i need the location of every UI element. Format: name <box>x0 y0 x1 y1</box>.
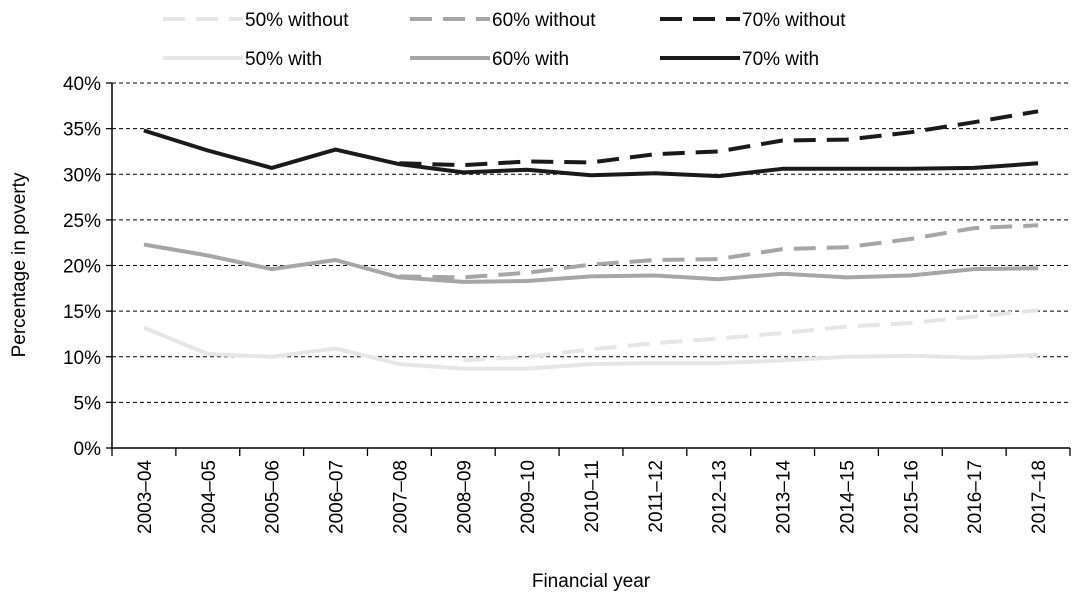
y-tick-label: 30% <box>63 165 101 186</box>
x-tick-label: 2011–12 <box>646 460 667 533</box>
y-tick-label: 0% <box>74 439 102 460</box>
y-axis-title: Percentage in poverty <box>9 172 30 357</box>
legend-label: 60% with <box>492 49 569 70</box>
x-tick-label: 2017–18 <box>1029 460 1050 534</box>
x-tick-label: 2004–05 <box>199 460 220 534</box>
x-tick-label: 2016–17 <box>965 460 986 534</box>
x-axis-title: Financial year <box>532 571 651 592</box>
series-line-60-without <box>399 223 1039 280</box>
x-tick-label: 2003–04 <box>135 460 156 534</box>
series-lines <box>143 109 1039 371</box>
x-tick-label: 2012–13 <box>710 460 731 534</box>
y-tick-label: 35% <box>63 120 101 141</box>
y-tick-label: 20% <box>63 257 101 278</box>
y-tick-label: 10% <box>63 348 101 369</box>
x-tick-labels: 2003–04 2004–05 2005–06 2006–07 2007–08 2008–… <box>135 460 1050 534</box>
legend-label: 70% with <box>742 49 819 70</box>
x-tick-label: 2014–15 <box>837 460 858 534</box>
y-tick-label: 5% <box>74 393 102 414</box>
series-line-50-with <box>143 325 1039 371</box>
legend-label: 60% without <box>492 10 596 31</box>
axes <box>111 83 1071 456</box>
legend-label: 70% without <box>742 10 846 31</box>
x-tick-label: 2008–09 <box>454 460 475 534</box>
y-tick-label: 40% <box>63 74 101 95</box>
legend: 50% without 60% without 70% without 50% wit… <box>163 10 846 70</box>
x-tick-label: 2009–10 <box>518 460 539 534</box>
x-tick-label: 2005–06 <box>263 460 284 534</box>
series-line-60-with <box>143 242 1039 284</box>
y-tick-labels: 0% 5% 10% 15% 20% 25% 30% 35% 40% <box>63 74 101 460</box>
x-tick-label: 2015–16 <box>901 460 922 534</box>
y-tick-label: 25% <box>63 211 101 232</box>
x-tick-label: 2010–11 <box>582 460 603 533</box>
series-line-50-without <box>463 308 1039 363</box>
series-line-70-without <box>399 109 1039 168</box>
x-tick-label: 2006–07 <box>327 460 348 534</box>
x-tick-label: 2013–14 <box>774 460 795 534</box>
series-line-70-with <box>143 128 1039 179</box>
legend-label: 50% without <box>245 10 349 31</box>
y-tick-label: 15% <box>63 302 101 323</box>
legend-label: 50% with <box>245 49 322 70</box>
x-tick-label: 2007–08 <box>390 460 411 534</box>
